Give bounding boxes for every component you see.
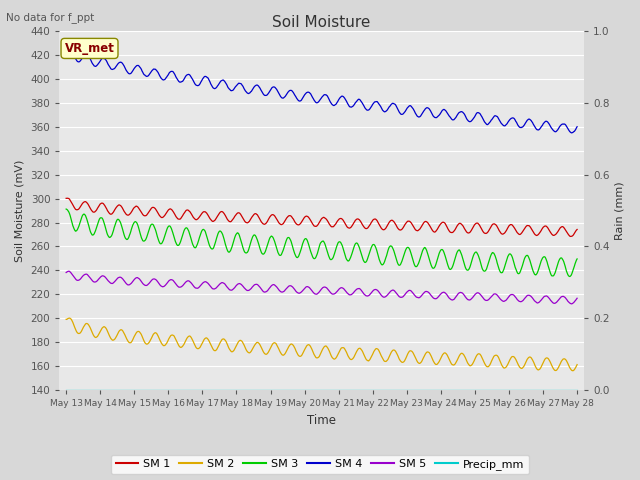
SM 4 — [262, 93, 269, 98]
SM 5 — [123, 281, 131, 287]
X-axis label: Time: Time — [307, 414, 336, 427]
SM 2 — [217, 339, 225, 345]
SM 4 — [62, 45, 70, 51]
SM 1 — [123, 212, 131, 217]
SM 3 — [261, 250, 269, 256]
SM 4 — [573, 124, 581, 130]
Line: SM 5: SM 5 — [66, 271, 577, 304]
SM 5 — [62, 270, 70, 276]
SM 3 — [62, 206, 70, 212]
Line: SM 2: SM 2 — [66, 318, 577, 371]
SM 3 — [122, 236, 130, 242]
Precip_mm — [216, 387, 224, 393]
SM 4 — [242, 89, 250, 95]
Precip_mm — [573, 387, 581, 393]
SM 5 — [242, 287, 250, 292]
SM 1 — [63, 195, 71, 201]
SM 3 — [216, 228, 224, 234]
Title: Soil Moisture: Soil Moisture — [273, 15, 371, 30]
Text: VR_met: VR_met — [65, 42, 115, 55]
SM 1 — [566, 234, 574, 240]
SM 3 — [573, 256, 581, 262]
Y-axis label: Soil Moisture (mV): Soil Moisture (mV) — [15, 159, 25, 262]
SM 4 — [123, 68, 131, 74]
SM 1 — [217, 209, 225, 215]
SM 3 — [374, 252, 381, 258]
Precip_mm — [261, 387, 269, 393]
Precip_mm — [241, 387, 249, 393]
SM 2 — [66, 315, 74, 321]
Legend: SM 1, SM 2, SM 3, SM 4, SM 5, Precip_mm: SM 1, SM 2, SM 3, SM 4, SM 5, Precip_mm — [111, 455, 529, 474]
SM 4 — [403, 105, 411, 111]
Precip_mm — [122, 387, 130, 393]
SM 2 — [569, 368, 577, 373]
SM 5 — [403, 289, 411, 295]
SM 4 — [217, 78, 225, 84]
SM 2 — [573, 362, 581, 368]
SM 2 — [123, 336, 131, 342]
SM 1 — [242, 219, 250, 225]
SM 2 — [262, 351, 269, 357]
SM 1 — [403, 219, 411, 225]
SM 1 — [262, 221, 269, 227]
SM 3 — [566, 274, 573, 279]
SM 2 — [403, 352, 411, 358]
SM 3 — [403, 245, 410, 251]
Line: SM 3: SM 3 — [66, 209, 577, 276]
Precip_mm — [403, 387, 410, 393]
SM 1 — [375, 221, 383, 227]
SM 5 — [573, 295, 581, 301]
SM 1 — [62, 195, 70, 201]
Precip_mm — [62, 387, 70, 393]
SM 5 — [262, 289, 269, 295]
SM 5 — [375, 288, 383, 294]
Text: No data for f_ppt: No data for f_ppt — [6, 12, 95, 23]
SM 5 — [568, 301, 575, 307]
SM 1 — [573, 227, 581, 232]
SM 5 — [65, 268, 73, 274]
Precip_mm — [374, 387, 381, 393]
SM 3 — [241, 250, 249, 255]
SM 2 — [62, 316, 70, 322]
Line: SM 1: SM 1 — [66, 198, 577, 237]
SM 4 — [375, 100, 383, 106]
Y-axis label: Rain (mm): Rain (mm) — [615, 181, 625, 240]
SM 2 — [242, 347, 250, 352]
Line: SM 4: SM 4 — [66, 47, 577, 133]
SM 4 — [568, 130, 575, 136]
SM 2 — [375, 347, 383, 353]
SM 5 — [217, 280, 225, 286]
SM 4 — [64, 44, 72, 50]
